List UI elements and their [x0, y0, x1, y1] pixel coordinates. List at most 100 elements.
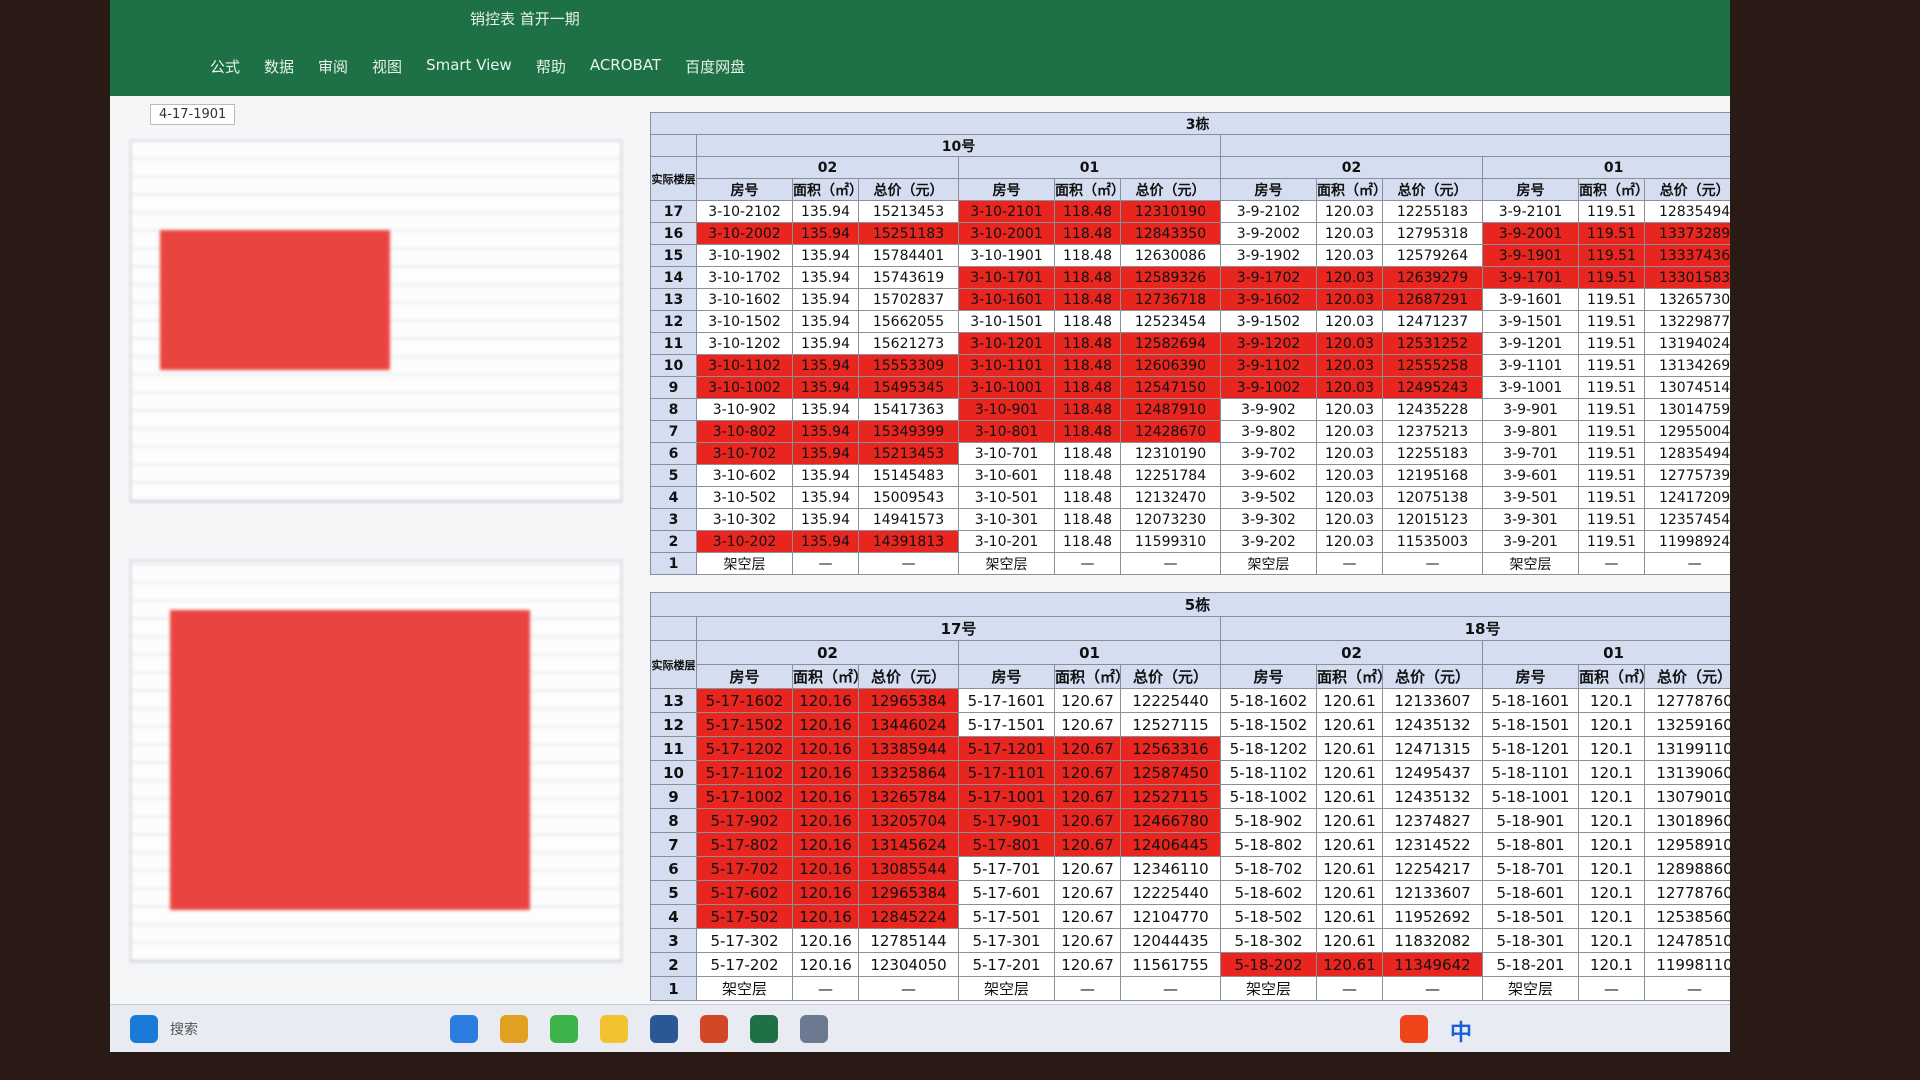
- app-icon[interactable]: [800, 1015, 828, 1043]
- area: 118.48: [1054, 442, 1121, 465]
- ribbon-tab[interactable]: Smart View: [426, 56, 512, 74]
- room-number: 3-10-902: [696, 398, 793, 421]
- floor-row: 10 5-17-1102 120.16 13325864 5-17-1101 120.67…: [650, 760, 1730, 785]
- unit-name: 02: [696, 640, 959, 665]
- floor-row: 16 3-10-2002 135.94 15251183 3-10-2001 118.48…: [650, 222, 1730, 245]
- room-number: 架空层: [1220, 552, 1317, 575]
- area: 120.61: [1316, 856, 1383, 881]
- floor-number: 5: [650, 880, 697, 905]
- app-icon[interactable]: [700, 1015, 728, 1043]
- app-icon[interactable]: [750, 1015, 778, 1043]
- app-icon[interactable]: [450, 1015, 478, 1043]
- total-price: 12310190: [1120, 442, 1221, 465]
- area: —: [1054, 552, 1121, 575]
- total-price: 13199110: [1643, 736, 1730, 761]
- ribbon-tab[interactable]: 视图: [372, 58, 403, 76]
- floor-row: 5 5-17-602 120.16 12965384 5-17-601 120.67 122…: [650, 880, 1730, 905]
- area: 120.16: [792, 688, 859, 713]
- ime-logo[interactable]: [1400, 1015, 1428, 1043]
- total-price: 13014759: [1643, 398, 1730, 421]
- room-number: 5-18-601: [1482, 880, 1579, 905]
- total-price: 12428670: [1120, 420, 1221, 443]
- total-price: 12471315: [1382, 736, 1483, 761]
- total-price: 12435228: [1382, 398, 1483, 421]
- total-price: 12357454: [1643, 508, 1730, 531]
- area: 120.16: [792, 784, 859, 809]
- area: 120.16: [792, 832, 859, 857]
- floor-row: 11 3-10-1202 135.94 15621273 3-10-1201 118.48…: [650, 332, 1730, 355]
- room-number: 3-10-2102: [696, 200, 793, 223]
- area: 120.16: [792, 856, 859, 881]
- floor-number: 17: [650, 200, 697, 223]
- area: 118.48: [1054, 244, 1121, 267]
- room-number: 3-10-1902: [696, 244, 793, 267]
- room-number: 5-17-801: [958, 832, 1055, 857]
- floor-row: 8 3-10-902 135.94 15417363 3-10-901 118.48 124…: [650, 398, 1730, 421]
- header-row: 房号面积（㎡）总价（元）房号面积（㎡）总价（元）房号面积（㎡）总价（元）房号面积…: [651, 664, 1730, 689]
- area: 120.67: [1054, 688, 1121, 713]
- building-name: 10号: [696, 134, 1221, 157]
- room-number: 5-18-1201: [1482, 736, 1579, 761]
- total-price: 15417363: [858, 398, 959, 421]
- app-icon[interactable]: [550, 1015, 578, 1043]
- floor-number: 6: [650, 856, 697, 881]
- room-number: 3-10-1601: [958, 288, 1055, 311]
- area: 120.67: [1054, 952, 1121, 977]
- area: 118.48: [1054, 310, 1121, 333]
- area: 135.94: [792, 420, 859, 443]
- room-number: 3-9-502: [1220, 486, 1317, 509]
- room-number: 3-9-202: [1220, 530, 1317, 553]
- total-price: —: [1643, 552, 1730, 575]
- total-price: 15251183: [858, 222, 959, 245]
- floor-row: 12 3-10-1502 135.94 15662055 3-10-1501 118.48…: [650, 310, 1730, 333]
- total-price: 13018960: [1643, 808, 1730, 833]
- total-price: 12795318: [1382, 222, 1483, 245]
- app-icon[interactable]: [600, 1015, 628, 1043]
- total-price: 15662055: [858, 310, 959, 333]
- room-number: 3-10-1102: [696, 354, 793, 377]
- total-price: —: [1120, 976, 1221, 1001]
- room-number: 3-9-701: [1482, 442, 1579, 465]
- column-header: 面积（㎡）: [792, 664, 859, 689]
- ribbon-tab[interactable]: 数据: [264, 58, 295, 76]
- ime-mode[interactable]: 中: [1450, 1021, 1473, 1046]
- room-number: 3-9-1901: [1482, 244, 1579, 267]
- ribbon-tab[interactable]: 公式: [210, 58, 241, 76]
- room-number: 3-10-2002: [696, 222, 793, 245]
- block-title: 3栋: [649, 112, 1730, 135]
- app-icon[interactable]: [650, 1015, 678, 1043]
- ribbon-tab[interactable]: 帮助: [535, 58, 566, 76]
- app-icon[interactable]: [500, 1015, 528, 1043]
- room-number: 3-10-1502: [696, 310, 793, 333]
- total-price: 15145483: [858, 464, 959, 487]
- name-box[interactable]: 4-17-1901: [150, 104, 236, 125]
- start-button[interactable]: [130, 1015, 158, 1043]
- floor-row: 7 5-17-802 120.16 13145624 5-17-801 120.67 124…: [650, 832, 1730, 857]
- total-price: 12778760: [1643, 688, 1730, 713]
- ribbon-tab[interactable]: 百度网盘: [685, 58, 746, 76]
- total-price: 13139060: [1643, 760, 1730, 785]
- total-price: 12255183: [1382, 442, 1483, 465]
- total-price: 12015123: [1382, 508, 1483, 531]
- floor-row: 12 5-17-1502 120.16 13446024 5-17-1501 120.67…: [650, 712, 1730, 737]
- area: 120.03: [1316, 486, 1383, 509]
- total-price: 11561755: [1120, 952, 1221, 977]
- search-box[interactable]: 搜索: [170, 1022, 198, 1038]
- total-price: 15621273: [858, 332, 959, 355]
- room-number: 3-10-801: [958, 420, 1055, 443]
- room-number: 5-18-902: [1220, 808, 1317, 833]
- column-header: 总价（元）: [1382, 178, 1483, 201]
- room-number: 3-9-801: [1482, 420, 1579, 443]
- floor-number: 15: [650, 244, 697, 267]
- area: 135.94: [792, 244, 859, 267]
- total-price: 12255183: [1382, 200, 1483, 223]
- total-price: 12778760: [1643, 880, 1730, 905]
- ribbon-tab[interactable]: ACROBAT: [589, 56, 662, 74]
- area: 120.1: [1578, 904, 1645, 929]
- area: 119.51: [1578, 530, 1645, 553]
- room-number: 5-17-502: [696, 904, 793, 929]
- room-number: 3-9-201: [1482, 530, 1579, 553]
- column-header: 房号: [1220, 178, 1317, 201]
- ribbon-tab[interactable]: 审阅: [318, 58, 349, 76]
- column-header: 总价（元）: [858, 178, 959, 201]
